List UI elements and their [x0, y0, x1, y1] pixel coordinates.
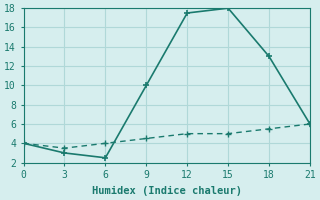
X-axis label: Humidex (Indice chaleur): Humidex (Indice chaleur) — [92, 186, 242, 196]
